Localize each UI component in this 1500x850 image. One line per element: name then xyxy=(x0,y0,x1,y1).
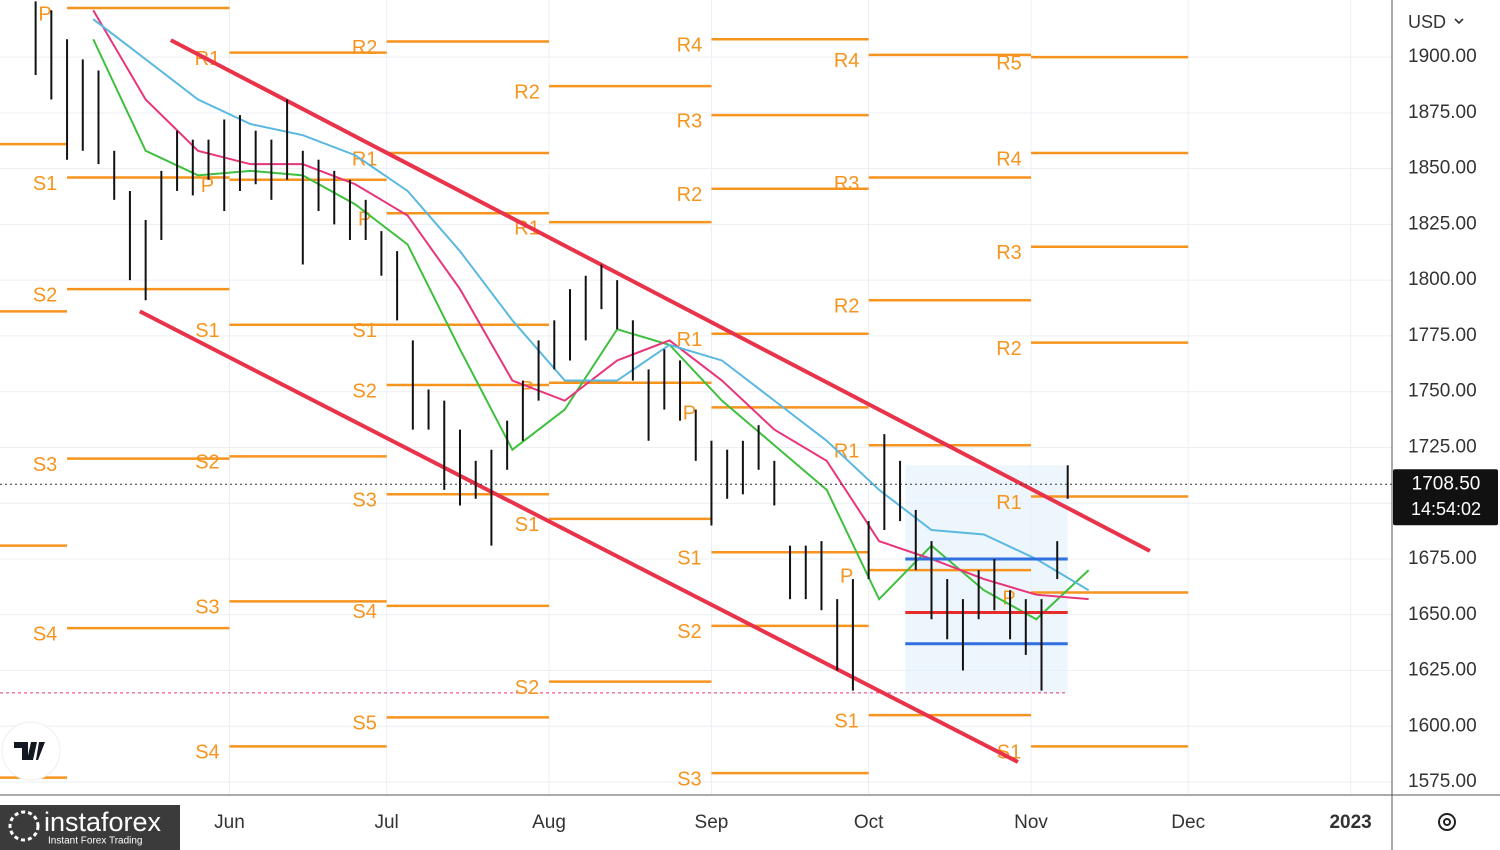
currency[interactable]: USD xyxy=(1408,12,1446,32)
pivot-label: S1 xyxy=(195,320,219,342)
x-tick-label: Aug xyxy=(532,812,566,833)
moving-average xyxy=(92,38,1090,621)
tv-logo xyxy=(1,721,61,781)
pivot-label: R3 xyxy=(677,110,703,132)
pivot-label: S1 xyxy=(834,710,858,732)
x-tick-label: 2023 xyxy=(1329,812,1371,833)
pivot-label: S2 xyxy=(515,677,539,699)
pivot-label: S2 xyxy=(677,621,701,643)
pivot-label: S1 xyxy=(352,320,376,342)
pivot-label: S2 xyxy=(352,380,376,402)
pivot-label: S2 xyxy=(195,452,219,474)
y-tick-label: 1875.00 xyxy=(1408,102,1477,123)
pivot-label: P xyxy=(201,175,214,197)
plot-area: P S1 S2 S3 S4 R1 P S1 S2 S3 S4 R2 R1 P S1 S2 S3 S4 S5 R2 R1 P… xyxy=(0,1,1392,790)
pivot-label: R2 xyxy=(996,338,1022,360)
x-tick-label: Oct xyxy=(854,812,884,833)
channel-line xyxy=(138,309,1019,764)
pivot-label: S4 xyxy=(195,742,219,764)
y-tick-label: 1750.00 xyxy=(1408,381,1477,402)
pivot-label: S1 xyxy=(515,514,539,536)
moving-average xyxy=(92,18,1090,592)
y-tick-label: 1650.00 xyxy=(1408,604,1477,625)
y-tick-label: 1850.00 xyxy=(1408,158,1477,179)
y-tick-label: 1600.00 xyxy=(1408,715,1477,736)
pivot-label: P xyxy=(683,403,696,425)
axes: 1575.001600.001625.001650.001675.001700.… xyxy=(214,46,1498,833)
pivot-label: S2 xyxy=(33,284,57,306)
y-tick-label: 1800.00 xyxy=(1408,269,1477,290)
channel-line xyxy=(169,38,1151,553)
x-tick-label: Nov xyxy=(1014,812,1048,833)
pivot-label: R4 xyxy=(677,35,703,57)
pivot-label: S1 xyxy=(33,173,57,195)
pivot-label: S4 xyxy=(33,623,57,645)
pivot-label: S1 xyxy=(677,548,701,570)
pivot-label: R4 xyxy=(834,50,860,72)
pivot-label: R4 xyxy=(996,148,1022,170)
pivot-label: R2 xyxy=(352,37,378,59)
y-tick-label: 1625.00 xyxy=(1408,660,1477,681)
pivot-label: R2 xyxy=(834,296,860,318)
pivot-label: R5 xyxy=(996,52,1022,74)
y-tick-label: 1825.00 xyxy=(1408,213,1477,234)
pivot-label: R3 xyxy=(834,173,860,195)
pivot-label: S4 xyxy=(352,601,376,623)
y-tick-label: 1775.00 xyxy=(1408,325,1477,346)
brand-tagline: Instant Forex Trading xyxy=(48,836,143,847)
x-tick-label: Dec xyxy=(1171,812,1205,833)
pivot-label: R2 xyxy=(677,184,703,206)
pivot-label: S3 xyxy=(33,454,57,476)
pivot-label: R2 xyxy=(514,81,540,103)
y-tick-label: 1675.00 xyxy=(1408,548,1477,569)
pivot-label: R1 xyxy=(352,148,378,170)
y-tick-label: 1725.00 xyxy=(1408,436,1477,457)
brand-name: instaforex xyxy=(44,807,162,837)
pivot-label: R3 xyxy=(996,242,1022,264)
pivot-label: S3 xyxy=(352,490,376,512)
pivot-label: R1 xyxy=(996,492,1022,514)
dropdown-arrow[interactable] xyxy=(1454,18,1464,25)
pivot-label: S1 xyxy=(997,742,1021,764)
pivot-label: P xyxy=(840,565,853,587)
pivot-label: P xyxy=(38,3,51,25)
pivot-label: S3 xyxy=(195,597,219,619)
pivot-label: R1 xyxy=(677,329,703,351)
pivot-label: P xyxy=(1002,588,1015,610)
y-tick-label: 1575.00 xyxy=(1408,771,1477,792)
x-tick-label: Jun xyxy=(214,812,245,833)
last-price-label: 1708.50 xyxy=(1412,473,1481,494)
last-price-box xyxy=(1393,469,1498,526)
x-tick-label: Sep xyxy=(695,812,729,833)
settings-icon[interactable] xyxy=(1438,813,1456,831)
x-tick-label: Jul xyxy=(374,812,398,833)
y-tick-label: 1900.00 xyxy=(1408,46,1477,67)
pivot-label: R1 xyxy=(834,441,860,463)
countdown: 14:54:02 xyxy=(1411,499,1481,519)
pivot-label: S5 xyxy=(352,713,376,735)
pivot-label: S3 xyxy=(677,768,701,790)
brand-icon xyxy=(8,810,40,842)
